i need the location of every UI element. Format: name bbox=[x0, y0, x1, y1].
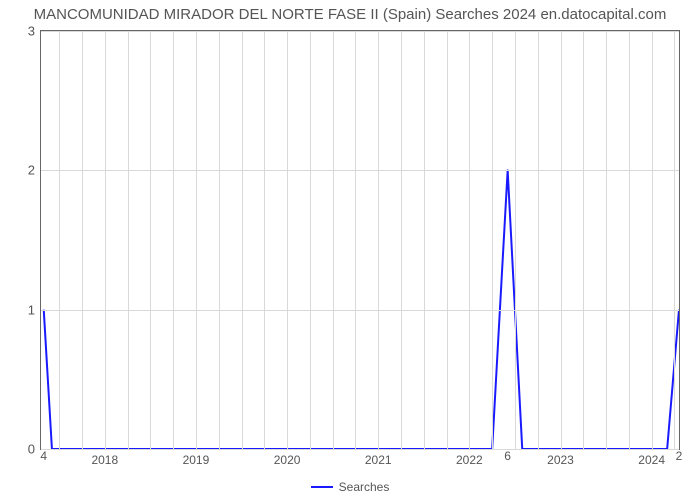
plot-area: 01232018201920202021202220232024462 bbox=[40, 30, 680, 450]
y-tick-label: 0 bbox=[28, 442, 35, 457]
value-label: 6 bbox=[504, 449, 511, 463]
gridline-vertical bbox=[652, 31, 653, 449]
gridline-vertical bbox=[333, 31, 334, 449]
gridline-horizontal bbox=[41, 31, 679, 32]
legend: Searches bbox=[0, 479, 700, 494]
x-tick-label: 2022 bbox=[456, 453, 483, 467]
gridline-horizontal bbox=[41, 310, 679, 311]
x-tick-label: 2021 bbox=[365, 453, 392, 467]
gridline-horizontal bbox=[41, 449, 679, 450]
gridline-vertical bbox=[82, 31, 83, 449]
gridline-vertical bbox=[173, 31, 174, 449]
value-label: 2 bbox=[676, 449, 683, 463]
x-tick-label: 2020 bbox=[274, 453, 301, 467]
gridline-vertical bbox=[515, 31, 516, 449]
gridline-vertical bbox=[59, 31, 60, 449]
legend-swatch bbox=[311, 486, 333, 488]
x-tick-label: 2023 bbox=[547, 453, 574, 467]
gridline-vertical bbox=[674, 31, 675, 449]
gridline-vertical bbox=[355, 31, 356, 449]
gridline-vertical bbox=[447, 31, 448, 449]
gridline-vertical bbox=[469, 31, 470, 449]
chart-title: MANCOMUNIDAD MIRADOR DEL NORTE FASE II (… bbox=[0, 6, 700, 23]
gridline-vertical bbox=[150, 31, 151, 449]
legend-label: Searches bbox=[339, 480, 390, 494]
gridline-vertical bbox=[378, 31, 379, 449]
gridline-vertical bbox=[242, 31, 243, 449]
gridline-vertical bbox=[492, 31, 493, 449]
gridline-vertical bbox=[264, 31, 265, 449]
gridline-vertical bbox=[310, 31, 311, 449]
y-tick-label: 1 bbox=[28, 302, 35, 317]
gridline-vertical bbox=[105, 31, 106, 449]
gridline-vertical bbox=[583, 31, 584, 449]
x-tick-label: 2024 bbox=[638, 453, 665, 467]
gridline-vertical bbox=[128, 31, 129, 449]
gridline-vertical bbox=[561, 31, 562, 449]
gridline-vertical bbox=[629, 31, 630, 449]
value-label: 4 bbox=[40, 449, 47, 463]
gridline-vertical bbox=[196, 31, 197, 449]
gridline-vertical bbox=[219, 31, 220, 449]
y-tick-label: 2 bbox=[28, 163, 35, 178]
gridline-vertical bbox=[401, 31, 402, 449]
gridline-vertical bbox=[287, 31, 288, 449]
gridline-vertical bbox=[606, 31, 607, 449]
gridline-vertical bbox=[424, 31, 425, 449]
y-tick-label: 3 bbox=[28, 24, 35, 39]
x-tick-label: 2018 bbox=[91, 453, 118, 467]
x-tick-label: 2019 bbox=[183, 453, 210, 467]
chart-container: MANCOMUNIDAD MIRADOR DEL NORTE FASE II (… bbox=[0, 0, 700, 500]
gridline-horizontal bbox=[41, 170, 679, 171]
gridline-vertical bbox=[538, 31, 539, 449]
